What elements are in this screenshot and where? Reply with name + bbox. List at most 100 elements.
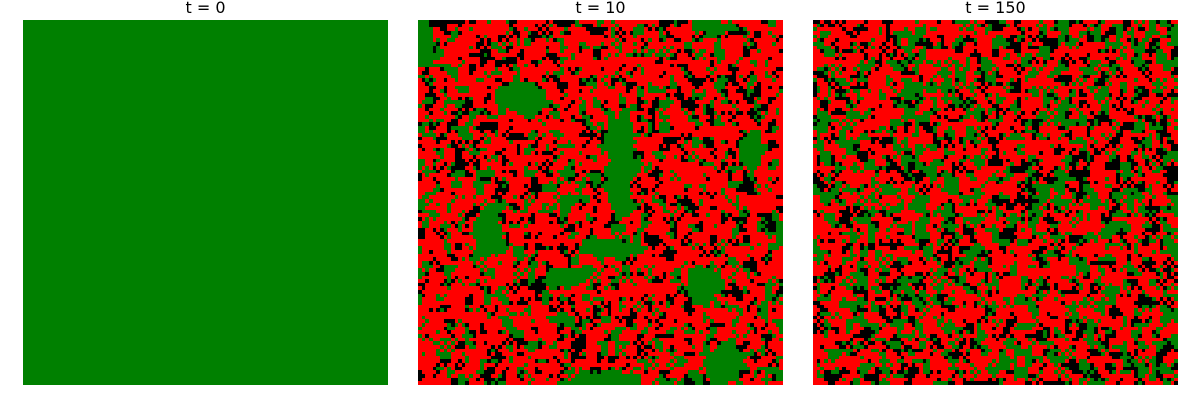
cell-green	[1131, 27, 1134, 31]
cell-black	[495, 305, 498, 308]
cell-red	[868, 53, 879, 57]
cell-black	[622, 239, 626, 243]
cell-red	[750, 305, 757, 308]
cell-green	[633, 305, 637, 308]
cell-red	[575, 367, 579, 370]
cell-red	[710, 177, 728, 181]
cell-red	[882, 60, 886, 64]
cell-red	[418, 316, 422, 319]
cell-black	[593, 312, 597, 316]
cell-green	[619, 78, 622, 82]
cell-red	[579, 232, 590, 235]
cell-green	[937, 42, 941, 46]
cell-green	[535, 250, 538, 254]
cell-black	[429, 89, 433, 93]
cell-red	[422, 327, 444, 330]
cell-black	[1149, 42, 1156, 46]
cell-green	[564, 352, 568, 356]
cell-red	[663, 111, 684, 115]
cell-red	[491, 301, 502, 305]
cell-black	[633, 53, 637, 57]
cell-red	[586, 108, 601, 111]
cell-red	[1003, 27, 1017, 31]
cell-green	[582, 297, 590, 301]
cell-red	[506, 133, 509, 137]
cell-red	[538, 195, 553, 199]
cell-red	[655, 122, 659, 126]
cell-black	[440, 265, 444, 268]
cell-red	[509, 308, 524, 312]
cell-green	[1017, 38, 1021, 42]
cell-black	[502, 192, 506, 195]
cell-green	[528, 283, 531, 286]
cell-black	[506, 46, 513, 49]
cell-red	[549, 20, 553, 24]
cell-red	[1127, 46, 1131, 49]
cell-black	[761, 20, 768, 24]
cell-red	[779, 177, 783, 181]
cell-red	[557, 108, 564, 111]
cell-black	[549, 374, 553, 378]
cell-red	[674, 330, 684, 334]
cell-red	[1003, 75, 1025, 78]
cell-green	[871, 46, 875, 49]
cell-black	[1087, 53, 1090, 57]
cell-green	[582, 78, 586, 82]
cell-red	[560, 75, 590, 78]
cell-black	[717, 341, 721, 345]
cell-red	[835, 64, 839, 67]
cell-red	[663, 181, 728, 184]
cell-black	[663, 250, 677, 254]
cell-red	[451, 283, 462, 286]
cell-green	[739, 155, 761, 159]
cell-red	[520, 224, 524, 228]
cell-black	[509, 35, 513, 38]
cell-black	[528, 261, 531, 265]
cell-green	[487, 159, 491, 162]
cell-red	[626, 97, 637, 100]
cell-green	[524, 203, 531, 206]
cell-green	[831, 75, 835, 78]
cell-green	[444, 268, 455, 272]
cell-red	[436, 126, 447, 130]
cell-green	[524, 170, 538, 173]
cell-green	[681, 283, 684, 286]
cell-green	[710, 100, 714, 104]
cell-black	[469, 159, 473, 162]
cell-green	[608, 108, 611, 111]
cell-red	[992, 60, 1014, 64]
cell-green	[495, 89, 546, 93]
cell-red	[648, 330, 666, 334]
cell-red	[714, 151, 725, 155]
cell-red	[776, 119, 783, 122]
cell-green	[663, 210, 670, 213]
cell-red	[465, 166, 473, 170]
cell-green	[473, 195, 476, 199]
cell-red	[538, 151, 542, 155]
cell-red	[531, 232, 538, 235]
cell-black	[528, 162, 531, 166]
cell-black	[717, 75, 721, 78]
cell-red	[641, 232, 644, 235]
cell-red	[666, 374, 684, 378]
cell-green	[462, 323, 465, 327]
cell-red	[593, 265, 604, 268]
cell-red	[473, 308, 476, 312]
cell-black	[597, 352, 601, 356]
cell-green	[473, 224, 502, 228]
cell-green	[23, 78, 388, 82]
cell-black	[601, 140, 604, 144]
cell-green	[688, 327, 692, 330]
cell-black	[546, 115, 549, 119]
cell-red	[473, 46, 476, 49]
cell-red	[768, 261, 783, 265]
cell-red	[710, 67, 714, 71]
cell-green	[619, 305, 626, 308]
cell-green	[524, 166, 528, 170]
cell-black	[528, 35, 542, 38]
cell-red	[655, 188, 684, 192]
cell-black	[985, 20, 999, 24]
cell-black	[604, 108, 608, 111]
cell-black	[575, 119, 586, 122]
cell-green	[674, 356, 684, 359]
